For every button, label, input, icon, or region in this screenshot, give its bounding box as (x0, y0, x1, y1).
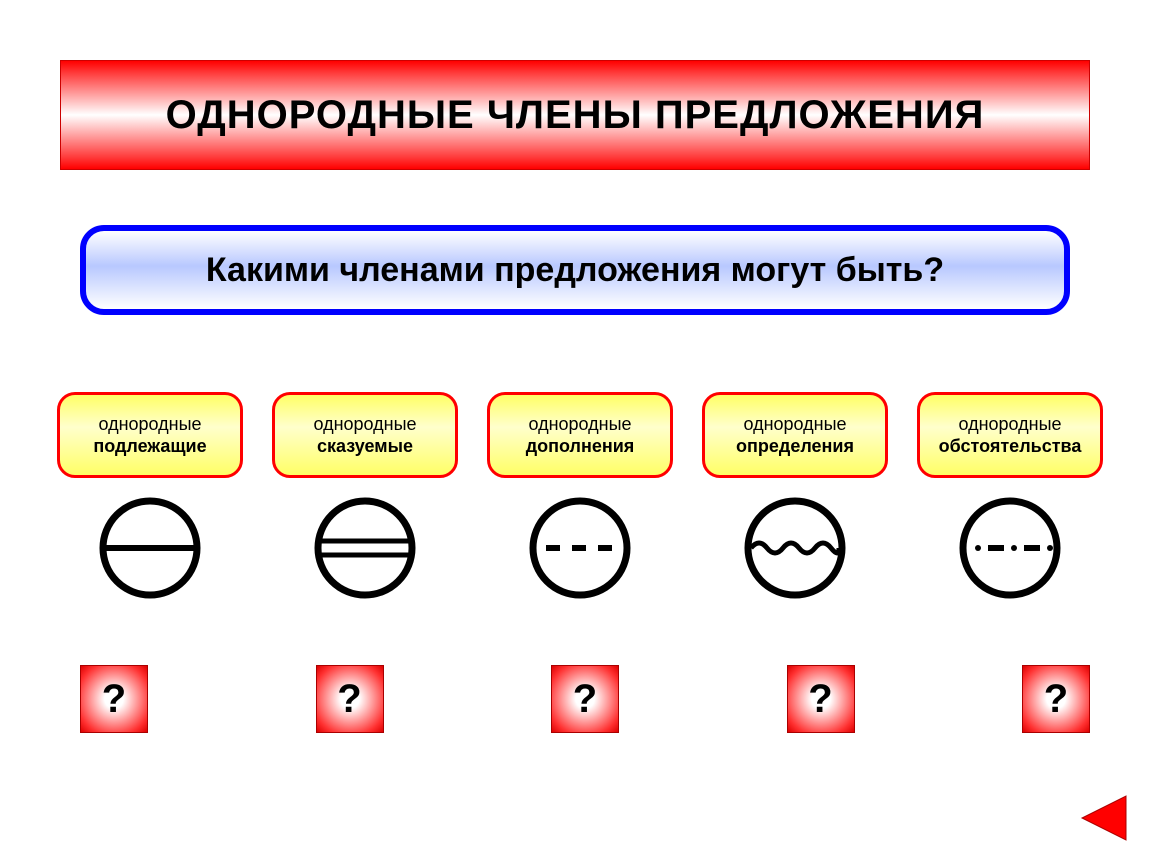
card-line2: сказуемые (317, 435, 413, 458)
card-line1: однородные (313, 413, 416, 436)
question-button-1[interactable]: ? (316, 665, 384, 733)
category-col-2: однородные дополнения (485, 392, 675, 600)
symbol-dash-dot-line-icon (958, 496, 1062, 600)
subtitle-text: Какими членами предложения могут быть? (206, 251, 944, 290)
category-card-adverbial: однородные обстоятельства (917, 392, 1103, 478)
category-col-3: однородные определения (700, 392, 890, 600)
qmark-text: ? (337, 677, 361, 722)
symbol-wavy-line-icon (743, 496, 847, 600)
category-card-subject: однородные подлежащие (57, 392, 243, 478)
question-button-0[interactable]: ? (80, 665, 148, 733)
card-line2: дополнения (526, 435, 635, 458)
symbol-single-line-icon (98, 496, 202, 600)
page-title: ОДНОРОДНЫЕ ЧЛЕНЫ ПРЕДЛОЖЕНИЯ (166, 93, 985, 138)
question-button-4[interactable]: ? (1022, 665, 1090, 733)
card-line1: однородные (743, 413, 846, 436)
category-card-attribute: однородные определения (702, 392, 888, 478)
card-line1: однородные (958, 413, 1061, 436)
symbol-double-line-icon (313, 496, 417, 600)
category-row: однородные подлежащие однородные сказуем… (55, 392, 1105, 600)
question-row: ? ? ? ? ? (80, 665, 1090, 733)
card-line2: обстоятельства (939, 435, 1082, 458)
symbol-dashed-line-icon (528, 496, 632, 600)
category-col-0: однородные подлежащие (55, 392, 245, 600)
card-line1: однородные (528, 413, 631, 436)
subtitle-banner: Какими членами предложения могут быть? (80, 225, 1070, 315)
back-button[interactable] (1076, 790, 1132, 846)
card-line1: однородные (98, 413, 201, 436)
question-button-3[interactable]: ? (787, 665, 855, 733)
title-banner: ОДНОРОДНЫЕ ЧЛЕНЫ ПРЕДЛОЖЕНИЯ (60, 60, 1090, 170)
category-col-4: однородные обстоятельства (915, 392, 1105, 600)
category-card-predicate: однородные сказуемые (272, 392, 458, 478)
back-arrow-icon (1076, 790, 1132, 846)
qmark-text: ? (573, 677, 597, 722)
card-line2: определения (736, 435, 854, 458)
question-button-2[interactable]: ? (551, 665, 619, 733)
category-card-object: однородные дополнения (487, 392, 673, 478)
qmark-text: ? (808, 677, 832, 722)
card-line2: подлежащие (93, 435, 206, 458)
category-col-1: однородные сказуемые (270, 392, 460, 600)
qmark-text: ? (102, 677, 126, 722)
qmark-text: ? (1044, 677, 1068, 722)
